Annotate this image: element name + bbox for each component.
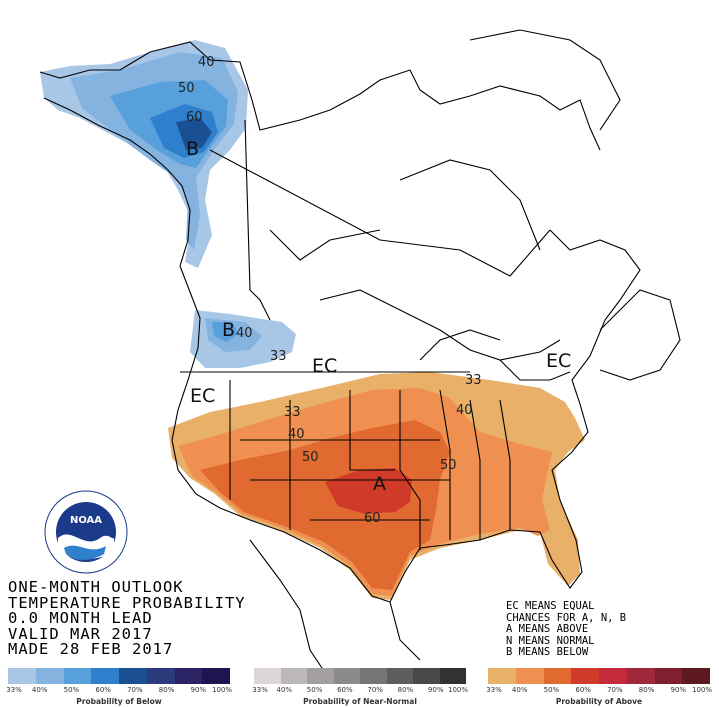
above-swatch [488,668,516,684]
normal-tick-label: 70% [367,686,383,694]
below-tick-label: 50% [63,686,80,694]
below-label-northwest: B [222,319,235,341]
normal-tick-label: 60% [337,686,353,694]
contour-label: 50 [440,458,457,473]
normal-swatch [307,668,334,684]
title-line: VALID MAR 2017 [8,624,153,643]
below-shading-northwest [190,310,296,368]
normal-tick-label: 33% [252,686,268,694]
contour-label: 40 [198,55,215,70]
below-tick-label: 90% [190,686,207,694]
normal-swatch [413,668,440,684]
normal-tick-label: 50% [306,686,323,694]
normal-swatch [333,668,360,684]
contour-label: 60 [364,511,381,526]
title-line: 0.0 MONTH LEAD [8,609,153,627]
below-swatch [91,668,119,684]
below-tick-label: 100% [211,686,233,694]
below-swatch [119,668,147,684]
contour-label: 40 [288,427,305,442]
normal-swatch [254,668,281,684]
above-bar-label: Probability of Above [555,697,643,706]
contour-label: 33 [284,405,301,420]
contour-label: 60 [186,110,203,125]
above-swatch [543,668,572,684]
above-swatch [626,668,655,684]
map-outlines [39,29,681,681]
above-tick-label: 90% [670,686,687,694]
above-tick-label: 50% [543,686,560,694]
contour-label: 50 [302,450,319,465]
normal-tick-label: 40% [276,686,293,694]
below-tick-label: 80% [158,686,175,694]
below-swatch [202,668,230,684]
contour-label: 33 [270,349,287,364]
title-line: TEMPERATURE PROBABILITY [8,593,246,612]
contour-label: 40 [456,403,473,418]
ec-label-west: EC [190,385,215,407]
normal-color-bar [254,668,466,684]
below-swatch [146,668,175,684]
above-swatch [599,668,627,684]
legend-line: A MEANS ABOVE [506,623,589,635]
normal-tick-label: 80% [397,686,414,694]
legend-line: EC MEANS EQUAL [506,600,595,612]
below-tick-label: 40% [31,686,48,694]
below-tick-label: 60% [95,686,111,694]
below-shading-alaska [40,40,248,268]
below-tick-labels: 33% 40% 50% 60% 70% 80% 90% 100% [6,686,233,696]
below-swatch [63,668,92,684]
contour-label: 50 [178,81,195,96]
above-label-south: A [373,473,386,495]
above-tick-label: 60% [575,686,591,694]
above-tick-label: 100% [691,686,713,694]
title-block: ONE-MONTH OUTLOOK TEMPERATURE PROBABILIT… [8,578,246,658]
normal-tick-labels: 33% 40% 50% 60% 70% 80% 90% 100% [252,686,469,696]
below-swatch [174,668,203,684]
normal-swatch [386,668,413,684]
title-line: MADE 28 FEB 2017 [8,640,174,658]
below-swatch [8,668,36,684]
normal-tick-label: 100% [447,686,469,694]
below-color-bar [8,668,230,684]
contour-label: 33 [465,373,482,388]
normal-tick-label: 90% [427,686,444,694]
above-tick-label: 33% [486,686,502,694]
above-color-bar [488,668,710,684]
below-tick-label: 70% [127,686,143,694]
above-swatch [654,668,683,684]
legend-line: CHANCES FOR A, N, B [506,611,627,624]
ec-label-central: EC [312,355,337,377]
title-line: ONE-MONTH OUTLOOK [8,578,184,596]
ec-label-northeast: EC [546,350,571,372]
legend-line: B MEANS BELOW [506,646,589,658]
noaa-logo: NOAA [44,490,128,574]
below-bar-label: Probability of Below [76,697,162,706]
above-tick-label: 40% [511,686,528,694]
normal-bar-label: Probability of Near-Normal [303,697,417,706]
above-tick-labels: 33% 40% 50% 60% 70% 80% 90% 100% [486,686,713,696]
above-swatch [515,668,544,684]
above-swatch [571,668,599,684]
above-tick-label: 80% [638,686,655,694]
below-label-alaska: B [186,138,199,160]
normal-swatch [280,668,307,684]
below-tick-label: 33% [6,686,22,694]
below-swatch [35,668,64,684]
noaa-logo-text: NOAA [70,515,102,526]
normal-swatch [360,668,387,684]
above-tick-label: 70% [607,686,623,694]
legend-line: N MEANS NORMAL [506,634,595,647]
normal-swatch [439,668,466,684]
legend-text: EC MEANS EQUAL CHANCES FOR A, N, B A MEA… [506,600,627,659]
above-swatch [682,668,710,684]
contour-label: 40 [236,326,253,341]
